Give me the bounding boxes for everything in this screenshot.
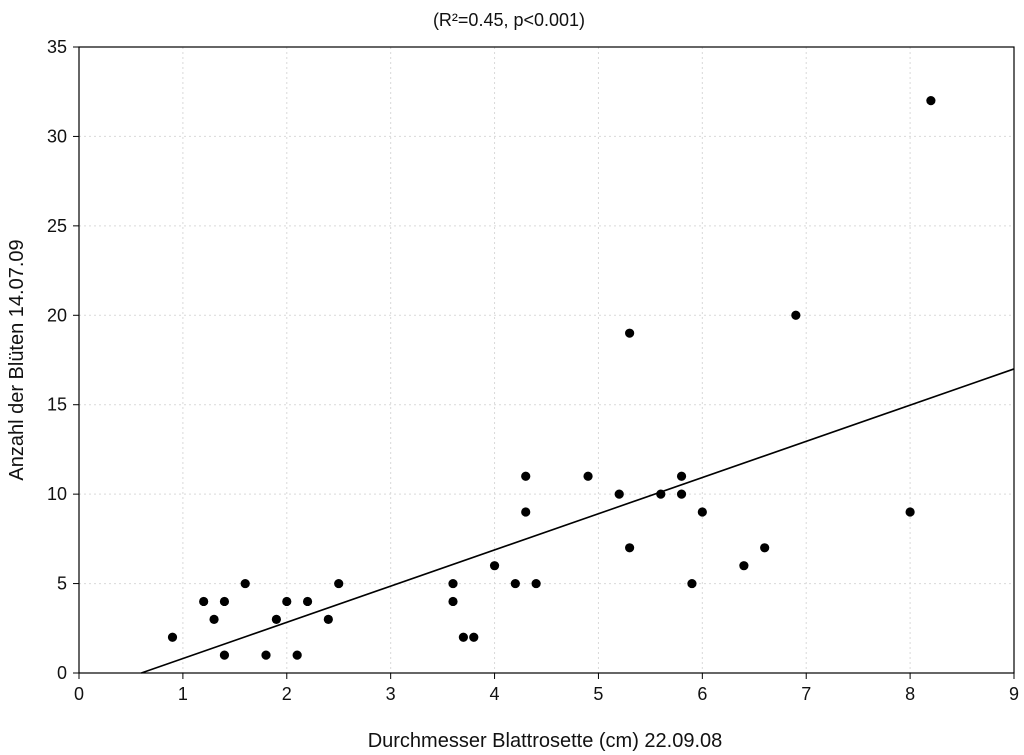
- x-tick-label: 4: [490, 684, 500, 704]
- scatter-point: [334, 578, 344, 589]
- scatter-point: [282, 596, 292, 607]
- scatter-point: [739, 561, 749, 571]
- scatter-point: [521, 507, 531, 517]
- regression-line-group: [141, 368, 1015, 674]
- x-axis-title: Durchmesser Blattrosette (cm) 22.09.08: [368, 730, 723, 752]
- scatter-point: [469, 632, 479, 642]
- scatter-point: [240, 578, 250, 589]
- scatter-point: [687, 578, 697, 589]
- y-tick-label: 5: [57, 574, 67, 594]
- scatter-point: [510, 578, 520, 589]
- y-tick-label: 25: [47, 216, 67, 236]
- x-tick-label: 6: [697, 684, 707, 704]
- x-tick-label: 1: [178, 684, 188, 704]
- scatter-point: [697, 507, 707, 517]
- scatter-point: [219, 650, 230, 660]
- scatter-point: [302, 596, 313, 607]
- x-tick-label: 7: [801, 684, 811, 704]
- x-tick-label: 5: [593, 684, 603, 704]
- scatter-point: [292, 650, 302, 660]
- scatter-point: [625, 543, 635, 553]
- scatter-point: [199, 596, 209, 607]
- regression-line: [141, 368, 1015, 674]
- scatter-point: [656, 489, 666, 499]
- scatter-point: [323, 614, 333, 624]
- chart-title: (R²=0.45, p<0.001): [433, 10, 585, 30]
- data-points: [167, 96, 936, 660]
- scatter-point: [271, 614, 281, 624]
- scatter-point: [676, 489, 687, 499]
- y-tick-label: 35: [47, 37, 67, 57]
- scatter-point: [676, 471, 687, 481]
- y-tick-label: 30: [47, 126, 67, 146]
- x-tick-label: 0: [74, 684, 84, 704]
- scatter-point: [167, 632, 178, 642]
- y-axis-title: Anzahl der Blüten 14.07.09: [6, 239, 28, 480]
- scatter-point: [791, 310, 801, 320]
- y-tick-label: 0: [57, 663, 67, 683]
- scatter-point: [489, 561, 500, 571]
- scatter-point: [614, 489, 624, 499]
- x-tick-label: 9: [1009, 684, 1019, 704]
- x-tick-label: 3: [386, 684, 396, 704]
- scatter-point: [261, 650, 271, 660]
- scatter-point: [625, 328, 635, 338]
- scatter-point: [209, 614, 219, 624]
- scatter-point: [448, 596, 458, 607]
- y-tick-label: 20: [47, 305, 67, 325]
- scatter-point: [458, 632, 468, 642]
- x-tick-label: 8: [905, 684, 915, 704]
- scatter-point: [521, 471, 531, 481]
- scatter-point: [531, 578, 541, 589]
- scatter-point: [448, 578, 458, 589]
- grid-lines: [79, 47, 1014, 673]
- scatter-point: [926, 96, 936, 106]
- y-tick-label: 15: [47, 395, 67, 415]
- scatter-point: [760, 543, 770, 553]
- plot-frame: [78, 46, 1015, 674]
- x-tick-label: 2: [282, 684, 292, 704]
- scatter-point: [905, 507, 915, 517]
- y-tick-label: 10: [47, 484, 67, 504]
- axis-ticks: 0 1 2 3 4 5 6 7 8 9 0 5 10 15 20 25 30 35: [47, 37, 1019, 704]
- scatter-point: [583, 471, 593, 481]
- scatter-point: [219, 596, 230, 607]
